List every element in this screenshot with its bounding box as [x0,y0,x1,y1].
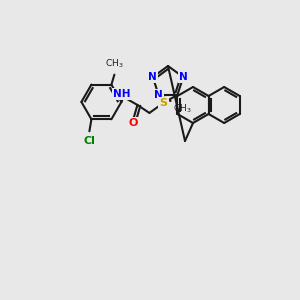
Text: N: N [179,72,188,82]
Text: N: N [148,72,157,82]
Text: S: S [159,98,167,108]
Text: O: O [129,118,138,128]
Text: Cl: Cl [83,136,95,146]
Text: NH: NH [113,89,130,99]
Text: CH$_3$: CH$_3$ [105,57,124,70]
Text: N: N [154,90,163,100]
Text: CH$_3$: CH$_3$ [172,103,191,116]
